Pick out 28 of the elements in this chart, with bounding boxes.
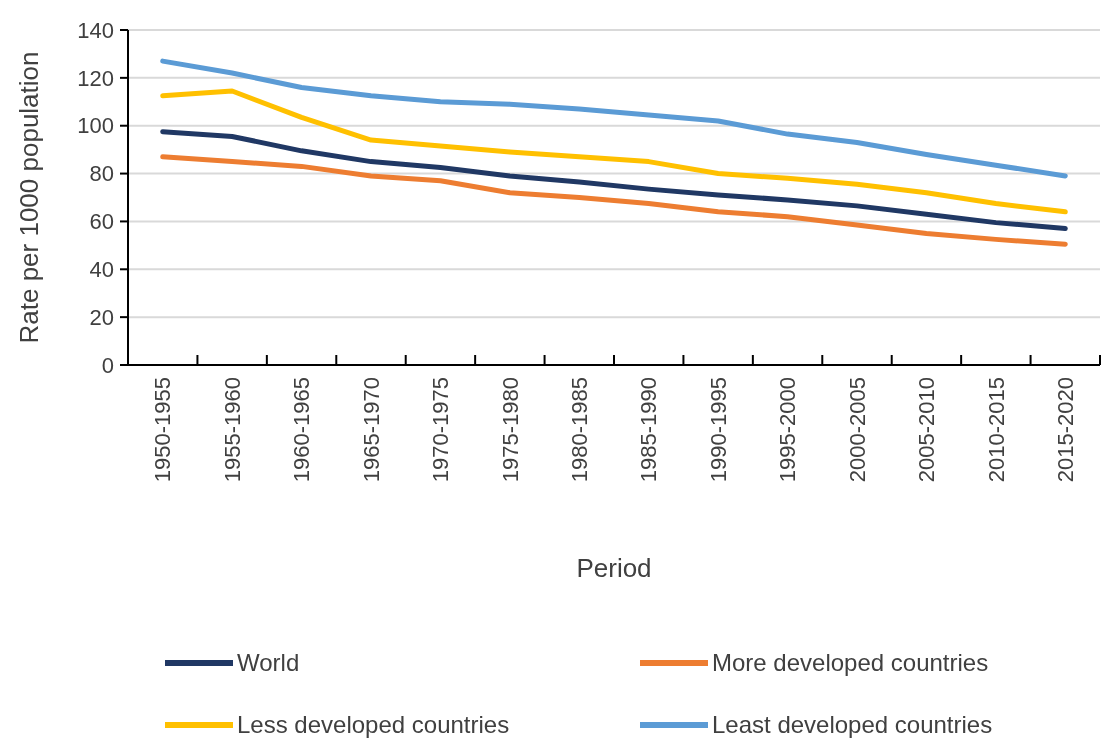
x-tick-label: 1950-1955 xyxy=(150,377,176,483)
x-tick-label: 1960-1965 xyxy=(289,377,315,483)
x-tick-label: 1995-2000 xyxy=(775,377,801,483)
y-tick-label: 140 xyxy=(77,17,114,43)
y-tick-label: 20 xyxy=(89,304,114,330)
y-tick-label: 100 xyxy=(77,113,114,139)
y-tick-label: 60 xyxy=(89,209,114,235)
x-tick-label: 1975-1980 xyxy=(497,377,523,483)
y-tick-label: 40 xyxy=(89,256,114,282)
legend-label: Less developed countries xyxy=(237,711,510,739)
legend-label: World xyxy=(237,649,300,677)
x-tick-label: 1990-1995 xyxy=(705,377,731,483)
y-tick-label: 120 xyxy=(77,65,114,91)
y-tick-label: 80 xyxy=(89,161,114,187)
x-tick-label: 1955-1960 xyxy=(219,377,245,483)
legend-label: More developed countries xyxy=(712,649,989,677)
x-axis-title: Period xyxy=(576,553,652,583)
y-tick-label: 0 xyxy=(101,352,114,378)
x-tick-label: 2000-2005 xyxy=(844,377,870,483)
x-tick-label: 1985-1990 xyxy=(636,377,662,483)
x-tick-label: 1970-1975 xyxy=(428,377,454,483)
x-tick-label: 2005-2010 xyxy=(914,377,940,483)
legend-label: Least developed countries xyxy=(712,711,993,739)
x-tick-label: 1980-1985 xyxy=(566,377,592,483)
x-tick-label: 2015-2020 xyxy=(1052,377,1078,483)
x-tick-label: 1965-1970 xyxy=(358,377,384,483)
y-axis-title: Rate per 1000 population xyxy=(14,51,44,344)
x-tick-label: 2010-2015 xyxy=(983,377,1009,483)
